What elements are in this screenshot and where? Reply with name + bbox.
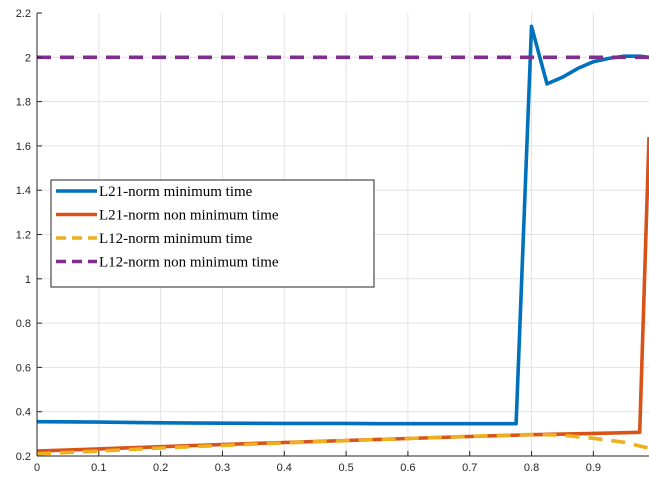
x-tick-label-1: 0.1 bbox=[91, 462, 106, 474]
legend-label-1: L21-norm non minimum time bbox=[99, 208, 279, 224]
x-tick-label-5: 0.5 bbox=[338, 462, 353, 474]
tick-labels: 0 0.1 0.2 0.3 0.4 0.5 0.6 0.7 0.8 0.9 0.2 0.4 0.6 0.8… bbox=[16, 8, 601, 474]
series-line-1 bbox=[36, 136, 649, 453]
y-tick-label-4: 1 bbox=[25, 274, 31, 286]
y-tick-label-8: 1.8 bbox=[16, 97, 31, 109]
x-tick-label-9: 0.9 bbox=[586, 462, 601, 474]
x-tick-label-3: 0.3 bbox=[215, 462, 230, 474]
series-line-0 bbox=[36, 24, 649, 426]
x-tick-label-2: 0.2 bbox=[153, 462, 168, 474]
y-tick-label-1: 0.4 bbox=[16, 407, 31, 419]
x-tick-label-7: 0.7 bbox=[462, 462, 477, 474]
legend-label-2: L12-norm minimum time bbox=[99, 231, 253, 247]
y-tick-label-7: 1.6 bbox=[16, 141, 31, 153]
y-tick-label-6: 1.4 bbox=[16, 185, 31, 197]
x-tick-label-6: 0.6 bbox=[400, 462, 415, 474]
y-tick-label-3: 0.8 bbox=[16, 318, 31, 330]
y-tick-label-5: 1.2 bbox=[16, 230, 31, 242]
x-tick-label-4: 0.4 bbox=[277, 462, 292, 474]
y-tick-label-2: 0.6 bbox=[16, 362, 31, 374]
legend-label-3: L12-norm non minimum time bbox=[99, 255, 279, 271]
axes bbox=[36, 12, 649, 457]
y-tick-label-9: 2 bbox=[25, 52, 31, 64]
x-tick-label-8: 0.8 bbox=[524, 462, 539, 474]
legend-box bbox=[50, 179, 375, 288]
y-tick-label-10: 2.2 bbox=[16, 8, 31, 20]
legend: L21-norm minimum time L21-norm non minimu… bbox=[50, 179, 375, 288]
series-lines bbox=[36, 24, 649, 456]
legend-label-0: L21-norm minimum time bbox=[99, 184, 253, 200]
series-line-2 bbox=[36, 432, 649, 456]
x-tick-label-0: 0 bbox=[34, 462, 40, 474]
y-tick-label-0: 0.2 bbox=[16, 451, 31, 463]
